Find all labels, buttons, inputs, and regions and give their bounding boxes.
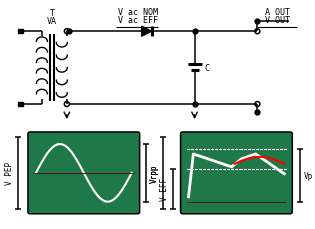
Text: VA: VA (47, 17, 57, 26)
Text: T: T (49, 9, 54, 18)
Text: V OUT: V OUT (265, 16, 290, 25)
Text: A OUT: A OUT (265, 8, 290, 17)
Text: V ac NOM: V ac NOM (118, 8, 158, 17)
Text: C: C (204, 63, 209, 72)
FancyBboxPatch shape (28, 132, 140, 214)
Polygon shape (142, 27, 152, 37)
Text: Vrpp: Vrpp (150, 164, 159, 182)
Bar (18, 103, 23, 106)
Text: V PEP: V PEP (5, 162, 14, 185)
Bar (18, 30, 23, 34)
FancyBboxPatch shape (180, 132, 292, 214)
Text: Vrpp: Vrpp (150, 164, 159, 182)
Text: Vp: Vp (304, 171, 313, 180)
Text: V ac EFF: V ac EFF (118, 16, 158, 25)
Text: V EFF: V EFF (160, 177, 169, 201)
